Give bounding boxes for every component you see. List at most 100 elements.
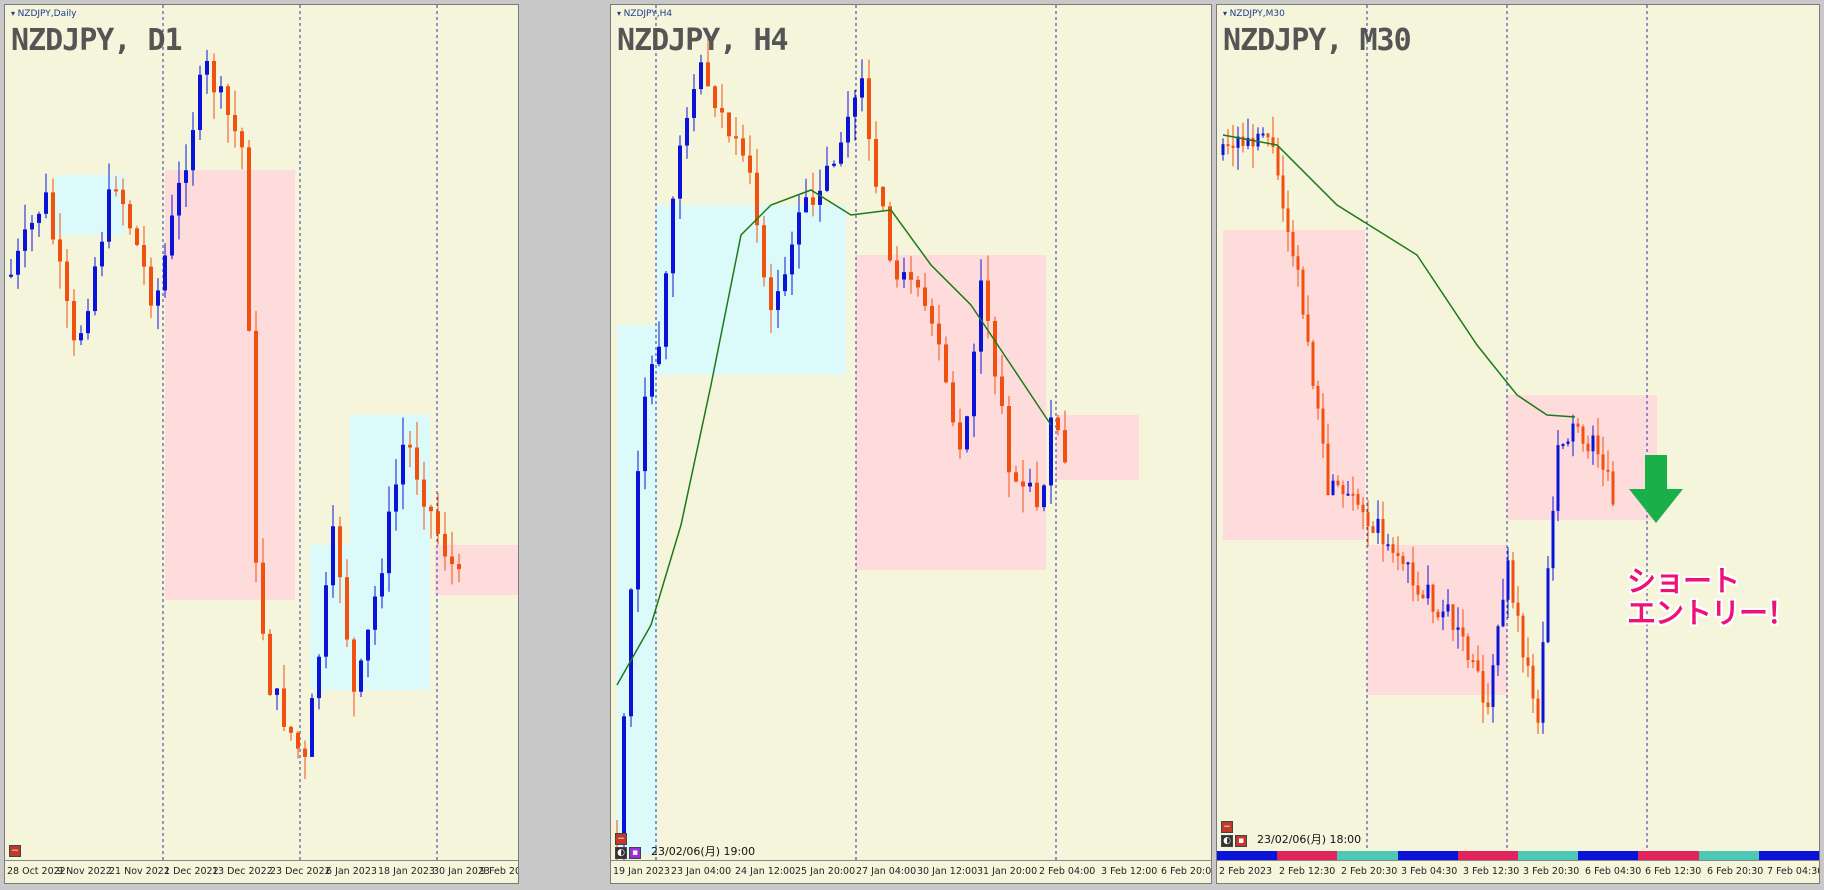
candle-body	[1441, 611, 1445, 618]
candle-body	[1021, 481, 1025, 487]
chart-buttons[interactable]: −	[1221, 821, 1233, 833]
candle-body	[1501, 599, 1505, 627]
candle-body	[240, 131, 244, 148]
price-chart-daily	[9, 5, 518, 861]
candle-body	[191, 130, 195, 171]
candle-body	[1341, 485, 1345, 495]
candle-body	[1261, 133, 1265, 136]
candle-body	[881, 186, 885, 207]
candle-body	[212, 60, 216, 93]
candle-body	[1035, 482, 1039, 508]
candle-body	[944, 344, 948, 383]
candle-body	[1571, 423, 1575, 442]
candle-body	[422, 479, 426, 507]
chart-buttons-2[interactable]: ◐ ▪	[1221, 835, 1247, 847]
chart-pane-m30[interactable]: NZDJPY,M30 NZDJPY, M30 − ◐ ▪ 23/02/06(月)…	[1216, 4, 1820, 884]
candle-body	[177, 182, 181, 216]
candle-body	[107, 189, 111, 242]
candle-body	[338, 526, 342, 578]
candle-body	[1361, 504, 1365, 513]
candle-body	[937, 323, 941, 345]
candle-body	[846, 116, 850, 143]
time-axis: 19 Jan 2023 23 Jan 04:00 24 Jan 12:00 25…	[611, 860, 1211, 883]
time-label: 23 Dec 2022	[270, 866, 331, 877]
candle-body	[1063, 430, 1067, 463]
time-label: 18 Jan 2023	[378, 866, 435, 877]
candle-body	[261, 562, 265, 634]
candle-body	[678, 145, 682, 199]
candle-body	[1316, 385, 1320, 409]
zone-box	[1223, 230, 1365, 540]
square-icon[interactable]: ▪	[629, 847, 641, 859]
eye-icon[interactable]: ◐	[1221, 835, 1233, 847]
candle-body	[1351, 493, 1355, 496]
chart-buttons-2[interactable]: ◐ ▪	[615, 847, 641, 859]
candle-body	[1606, 469, 1610, 472]
candle-body	[114, 189, 118, 192]
time-label: 2 Feb 04:00	[1039, 866, 1096, 877]
minus-icon[interactable]: −	[1221, 821, 1233, 833]
minus-icon[interactable]: −	[9, 845, 21, 857]
candle-body	[394, 484, 398, 512]
chart-buttons[interactable]: −	[9, 845, 21, 857]
session-segment	[1397, 851, 1458, 861]
candle-body	[345, 577, 349, 640]
candle-body	[1466, 636, 1470, 661]
zone-box	[165, 170, 295, 600]
candle-body	[1526, 657, 1530, 666]
candle-body	[790, 244, 794, 275]
candle-body	[1042, 485, 1046, 508]
down-arrow-icon	[1629, 455, 1683, 523]
time-axis: 28 Oct 2022 9 Nov 2022 21 Nov 2022 1 Dec…	[5, 860, 518, 883]
zone-box	[310, 545, 430, 690]
moving-average-line	[1222, 134, 1576, 418]
candle-body	[289, 726, 293, 733]
candle-body	[1596, 435, 1600, 455]
candle-body	[156, 290, 160, 306]
session-segment	[1698, 851, 1759, 861]
candle-body	[902, 272, 906, 280]
time-label: 23 Jan 04:00	[671, 866, 732, 877]
candle-body	[1386, 544, 1390, 547]
candle-body	[1381, 518, 1385, 545]
candle-body	[296, 732, 300, 749]
candle-body	[1476, 660, 1480, 672]
candle-body	[1326, 443, 1330, 495]
candle-body	[993, 320, 997, 377]
time-axis: 2 Feb 2023 2 Feb 12:30 2 Feb 20:30 3 Feb…	[1217, 860, 1819, 883]
chart-pane-daily[interactable]: NZDJPY,Daily NZDJPY, D1 − ◐ ▪ 28 Oct 202…	[4, 4, 519, 884]
candle-body	[965, 416, 969, 450]
session-segment	[1758, 851, 1819, 861]
chart-buttons[interactable]: −	[615, 833, 627, 845]
candle-body	[86, 311, 90, 334]
time-label: 6 Feb 20:30	[1707, 866, 1764, 877]
candle-body	[1546, 568, 1550, 643]
candle-body	[1456, 627, 1460, 630]
candle-body	[1226, 144, 1230, 147]
candle-body	[135, 228, 139, 246]
candle-body	[776, 291, 780, 311]
square-icon[interactable]: ▪	[1235, 835, 1247, 847]
candle-body	[226, 86, 230, 115]
zone-box	[435, 545, 518, 595]
candle-body	[65, 261, 69, 301]
candle-body	[93, 266, 97, 312]
candle-body	[1586, 443, 1590, 452]
time-label: 27 Jan 04:00	[856, 866, 917, 877]
candle-body	[734, 136, 738, 139]
time-label: 2 Feb 12:30	[1279, 866, 1336, 877]
minus-icon[interactable]: −	[615, 833, 627, 845]
candle-body	[450, 556, 454, 565]
candle-body	[1431, 584, 1435, 612]
eye-icon[interactable]: ◐	[615, 847, 627, 859]
candle-body	[1286, 208, 1290, 233]
candle-body	[16, 250, 20, 275]
candle-body	[1461, 627, 1465, 637]
candle-body	[51, 192, 55, 240]
candle-body	[1601, 454, 1605, 470]
callout-line-1: ショート	[1627, 564, 1740, 598]
candle-body	[44, 192, 48, 214]
chart-pane-h4[interactable]: NZDJPY,H4 NZDJPY, H4 − ◐ ▪ 23/02/06(月) 1…	[610, 4, 1212, 884]
candle-body	[268, 633, 272, 695]
candle-body	[643, 396, 647, 472]
